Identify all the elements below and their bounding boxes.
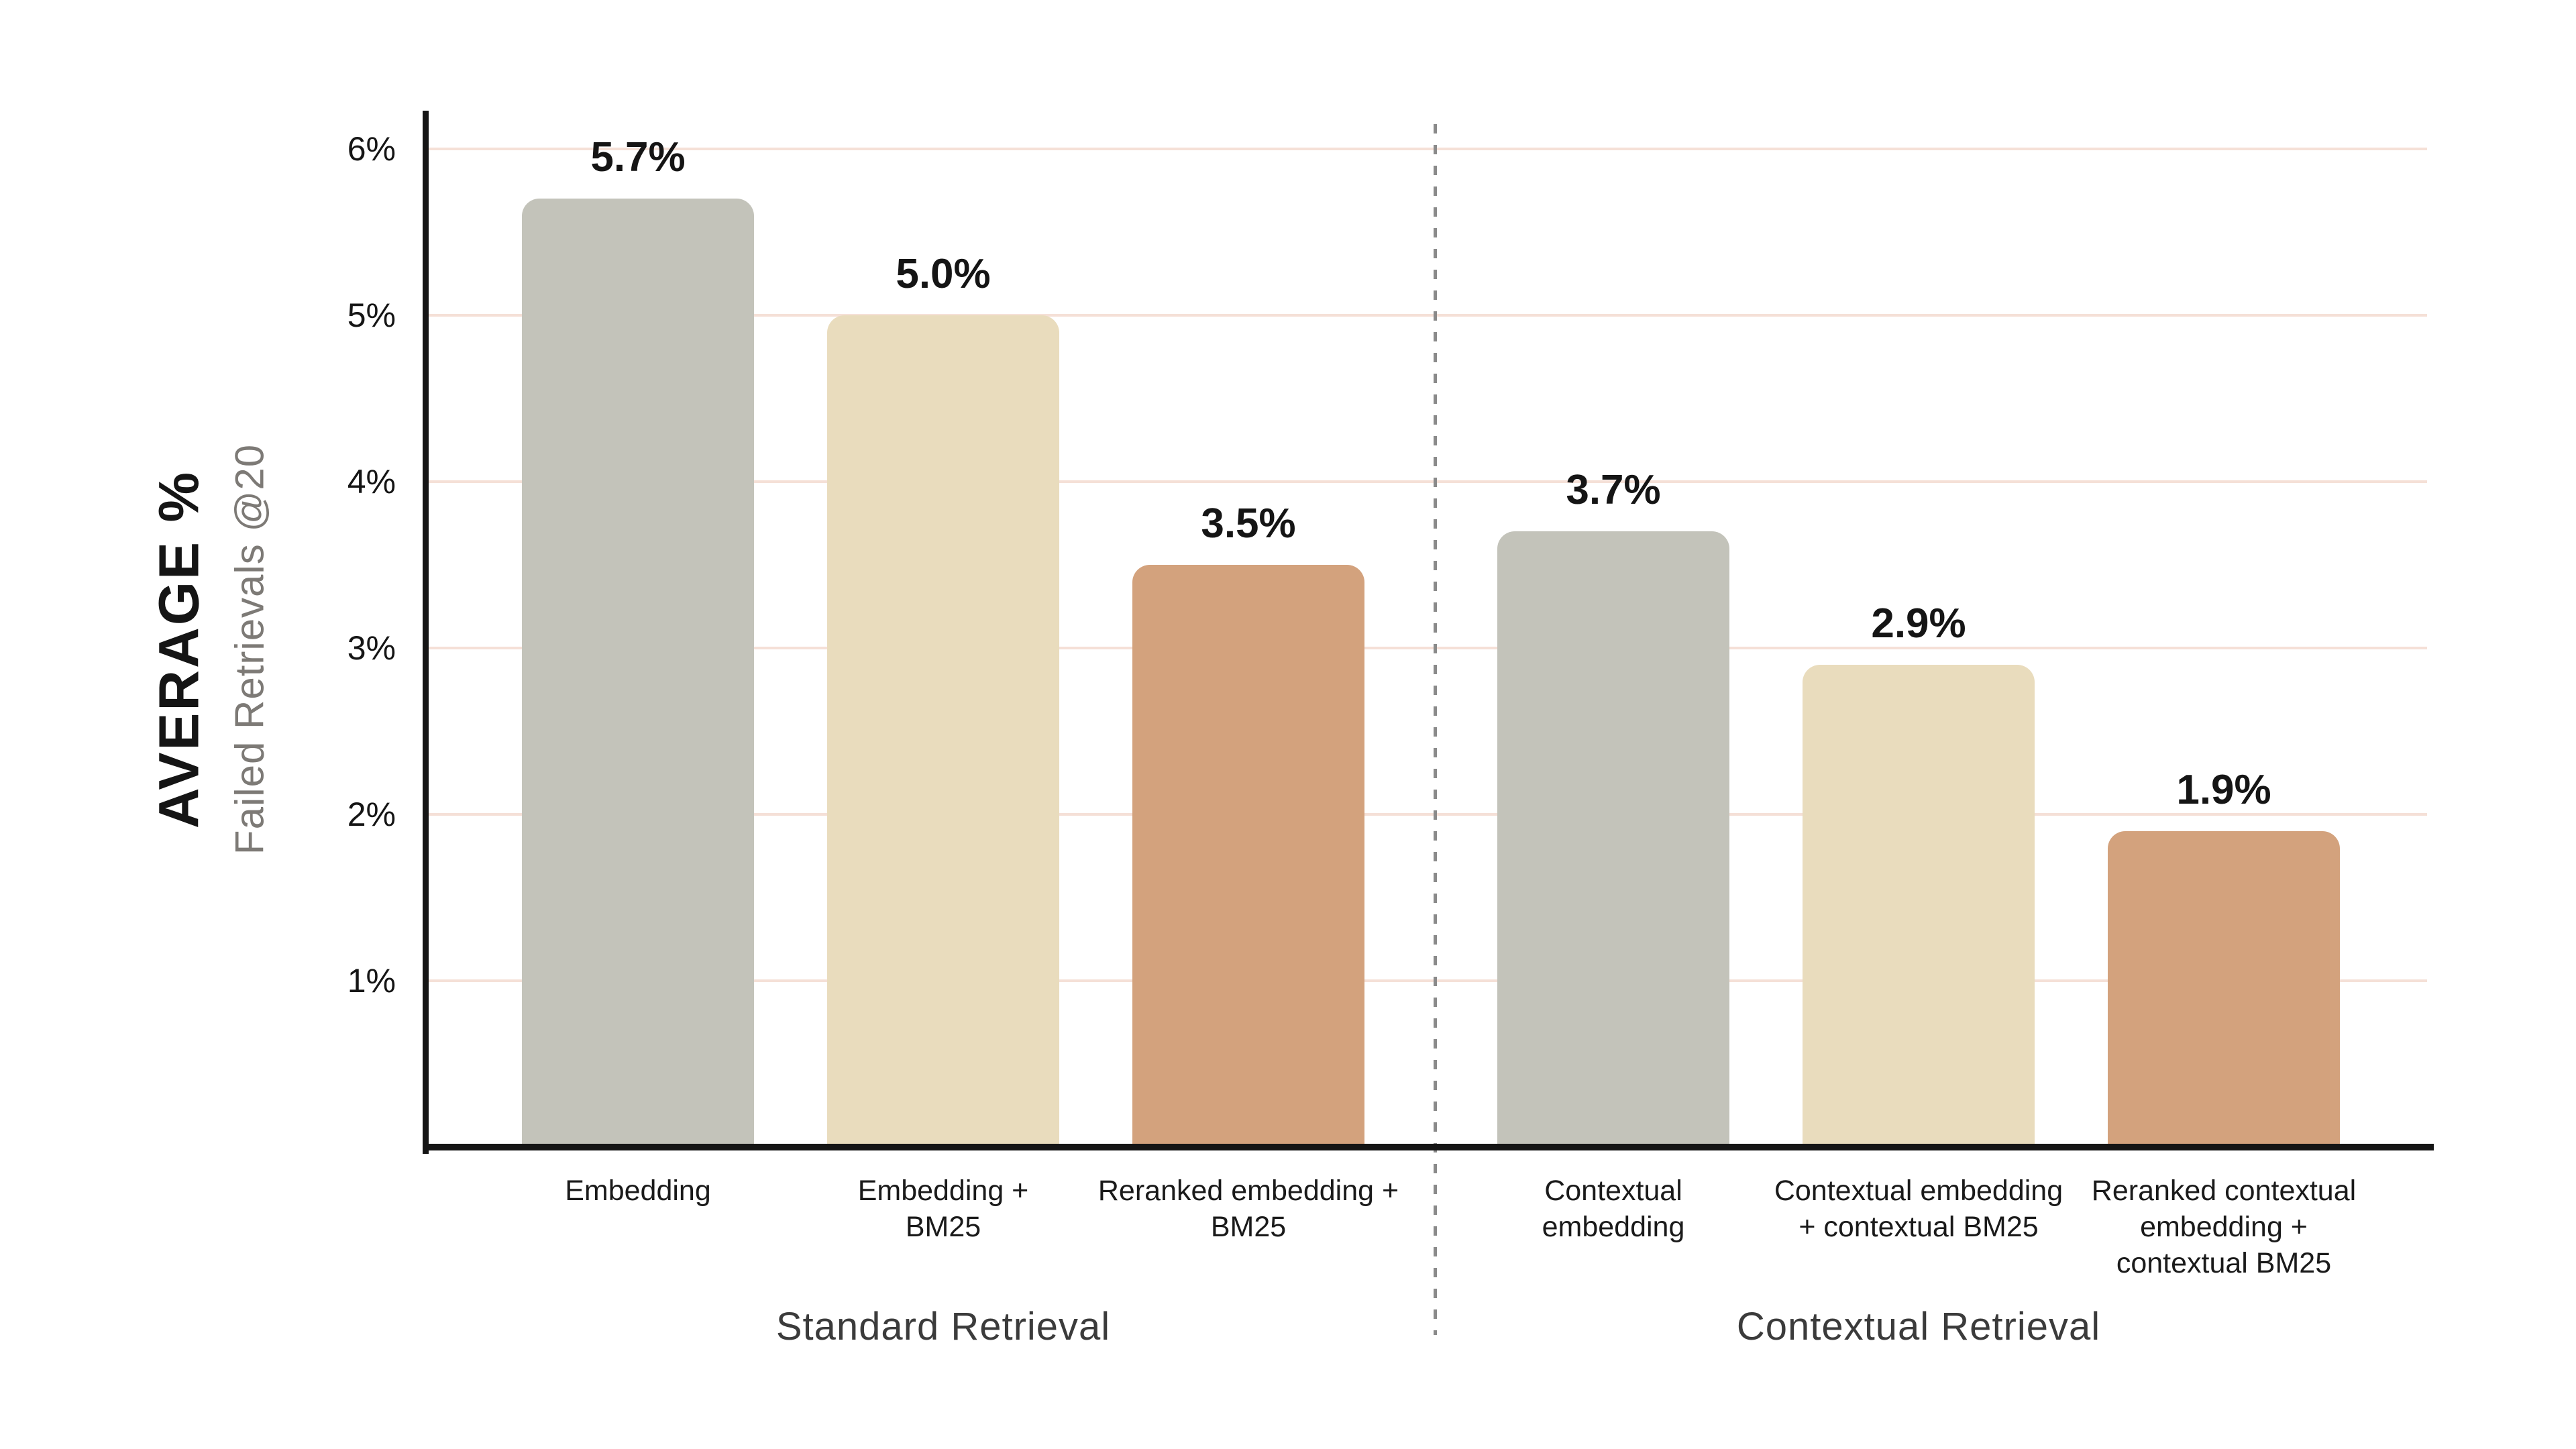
bar-value-label: 2.9% xyxy=(1871,600,1966,647)
category-label: Contextual embedding xyxy=(1542,1175,1685,1243)
section-divider-dashed-line xyxy=(1434,124,1437,1335)
gridline-2% xyxy=(423,813,2427,816)
bar-contextual-embedding-contextual-bm25 xyxy=(1803,664,2035,1147)
bar-value-label: 3.7% xyxy=(1566,467,1661,514)
bar-value-label: 1.9% xyxy=(2176,766,2271,813)
category-label: Embedding xyxy=(565,1175,711,1207)
gridline-5% xyxy=(423,314,2427,317)
bar-value-label: 3.5% xyxy=(1201,500,1296,547)
y-tick-label: 6% xyxy=(347,130,396,168)
y-axis-title: AVERAGE % xyxy=(147,470,211,829)
category-label: Embedding + BM25 xyxy=(857,1175,1029,1243)
bar-value-label: 5.7% xyxy=(590,134,686,181)
y-tick-label: 5% xyxy=(347,297,396,334)
group-label-contextual-retrieval: Contextual Retrieval xyxy=(1736,1305,2101,1348)
gridline-3% xyxy=(423,647,2427,649)
y-tick-label: 1% xyxy=(347,962,396,1000)
y-axis-line xyxy=(423,111,429,1154)
x-axis-line xyxy=(423,1144,2434,1150)
y-tick-label: 3% xyxy=(347,629,396,667)
bar-embedding-bm25 xyxy=(827,315,1059,1147)
bar-embedding xyxy=(522,199,754,1147)
category-label: Reranked embedding + BM25 xyxy=(1097,1175,1399,1243)
bar-reranked-contextual-embedding-contextual-bm25 xyxy=(2108,830,2340,1147)
bar-value-label: 5.0% xyxy=(896,251,991,297)
y-tick-label: 2% xyxy=(347,796,396,833)
gridline-4% xyxy=(423,480,2427,483)
group-label-standard-retrieval: Standard Retrieval xyxy=(775,1305,1111,1348)
category-label: Reranked contextual embedding + contextual… xyxy=(2091,1175,2357,1279)
gridline-6% xyxy=(423,148,2427,150)
gridline-1% xyxy=(423,979,2427,982)
y-tick-label: 4% xyxy=(347,463,396,500)
bar-contextual-embedding xyxy=(1497,531,1729,1147)
bar-reranked-embedding-bm25 xyxy=(1132,565,1364,1147)
category-label: Contextual embedding + contextual BM25 xyxy=(1774,1175,2063,1243)
